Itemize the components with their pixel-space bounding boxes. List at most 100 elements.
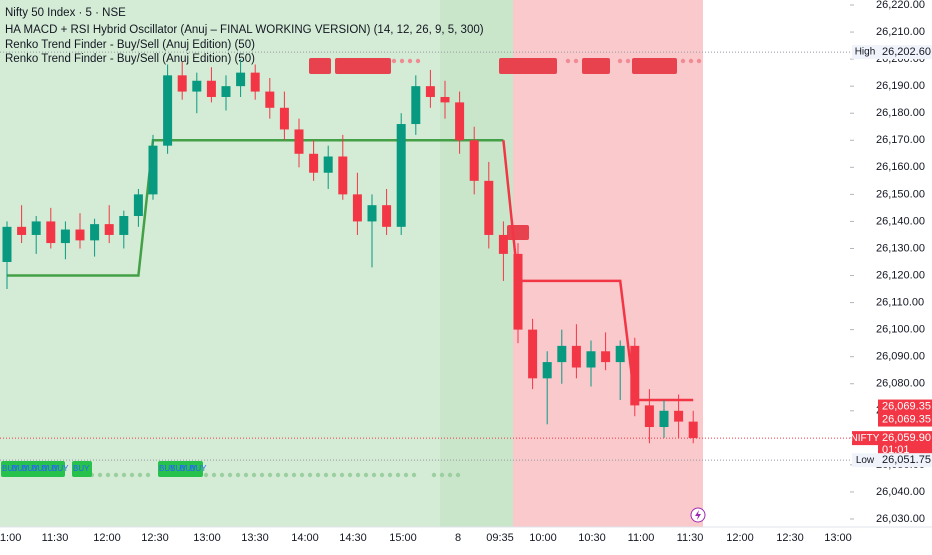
- candle-body: [323, 156, 333, 173]
- price-label: 26,202.60: [882, 46, 931, 58]
- buy-tag-label: BUY: [170, 464, 187, 473]
- x-tick-label: 10:00: [529, 532, 557, 544]
- price-tag-box: [852, 431, 878, 446]
- buy-tag-label: BUY: [190, 464, 207, 473]
- signal-dot: [145, 472, 151, 478]
- signal-dot: [411, 472, 417, 478]
- x-tick-label: 09:35: [486, 532, 514, 544]
- price-tag: Low: [856, 455, 875, 466]
- y-tick-label: 26,220.00: [876, 0, 925, 11]
- signal-dot: [455, 472, 461, 478]
- candle-body: [586, 351, 596, 368]
- candle-body: [396, 124, 406, 227]
- price-label: 26,059.90: [882, 432, 931, 444]
- candle-body: [571, 345, 581, 368]
- signal-dot: [97, 472, 103, 478]
- trend-line: [502, 140, 694, 402]
- sell-tag: [582, 58, 610, 74]
- sell-tag: [499, 58, 557, 74]
- candle-body: [75, 229, 85, 241]
- signal-dot: [573, 58, 579, 64]
- candle-body: [440, 96, 450, 103]
- candle-body: [469, 140, 479, 181]
- x-tick-label: 11:00: [0, 532, 21, 544]
- candle-body: [513, 253, 523, 330]
- signal-dot: [395, 472, 401, 478]
- signal-dot: [688, 58, 694, 64]
- candle-body: [455, 102, 465, 141]
- candle-body: [601, 351, 611, 363]
- buy-tag-label: BUY: [12, 464, 29, 473]
- countdown: 01:01: [882, 444, 910, 456]
- candle-body: [367, 205, 377, 222]
- price-label-box: [878, 45, 932, 60]
- signal-dot: [307, 472, 313, 478]
- candle-body: [659, 410, 669, 428]
- price-tag: High: [855, 47, 876, 58]
- candle-body: [338, 156, 348, 195]
- candle-body: [644, 405, 654, 428]
- buy-tag: [51, 461, 65, 477]
- buy-tag: [72, 461, 92, 477]
- candle-body: [2, 226, 12, 262]
- y-tick-label: 26,180.00: [876, 107, 925, 119]
- buy-tag: [189, 461, 203, 477]
- signal-dot: [617, 58, 623, 64]
- x-tick-label: 13:00: [824, 532, 852, 544]
- signal-dot: [121, 472, 127, 478]
- price-label: 26,051.75: [882, 454, 931, 466]
- signal-dot: [696, 58, 702, 64]
- signal-dot: [243, 472, 249, 478]
- y-tick-label: 26,130.00: [876, 242, 925, 254]
- candle-body: [382, 205, 392, 227]
- candle-body: [177, 75, 187, 92]
- signal-dot: [129, 472, 135, 478]
- x-tick-label: 14:30: [339, 532, 367, 544]
- candle-body: [60, 229, 70, 244]
- buy-tag-label: BUY: [42, 464, 59, 473]
- buy-tag-label: BUY: [73, 464, 90, 473]
- signal-dot: [113, 472, 119, 478]
- candle-body: [17, 226, 27, 235]
- signal-dot: [259, 472, 265, 478]
- x-tick-label: 12:00: [93, 532, 121, 544]
- y-tick-label: 26,110.00: [876, 296, 924, 308]
- candle-body: [294, 129, 304, 154]
- signal-dot: [447, 472, 453, 478]
- candle-body: [148, 145, 158, 195]
- signal-dot: [363, 472, 369, 478]
- signal-dot: [331, 472, 337, 478]
- y-tick-label: 26,120.00: [876, 269, 925, 281]
- buy-tag-label: BUY: [22, 464, 39, 473]
- x-tick-label: 8: [455, 532, 461, 544]
- price-tag: NIFTY: [851, 433, 880, 444]
- signal-dot: [431, 472, 437, 478]
- buy-tag: [158, 461, 172, 477]
- signal-dot: [299, 472, 305, 478]
- y-tick-label: 26,090.00: [876, 351, 925, 363]
- price-tag-box: [852, 453, 878, 468]
- signal-dot: [283, 472, 289, 478]
- candle-body: [206, 80, 216, 97]
- x-tick-label: 12:00: [726, 532, 754, 544]
- x-tick-label: 11:00: [628, 532, 655, 544]
- y-tick-label: 26,040.00: [876, 486, 925, 498]
- candle-body: [411, 86, 421, 125]
- buy-tag-label: BUY: [180, 464, 197, 473]
- signal-dot: [275, 472, 281, 478]
- bear-zone: [513, 0, 703, 527]
- y-tick-label: 26,140.00: [876, 215, 925, 227]
- candle-body: [352, 194, 362, 222]
- signal-dot: [251, 472, 257, 478]
- sell-tag: [309, 58, 331, 74]
- candle-body: [498, 234, 508, 254]
- signal-dot: [227, 472, 233, 478]
- signal-dot: [347, 472, 353, 478]
- x-tick-label: 13:30: [241, 532, 269, 544]
- x-tick-label: 13:00: [193, 532, 221, 544]
- price-label: 26,069.35: [882, 413, 931, 425]
- candle-body: [192, 80, 202, 92]
- signal-dot: [235, 472, 241, 478]
- signal-dot: [391, 58, 397, 64]
